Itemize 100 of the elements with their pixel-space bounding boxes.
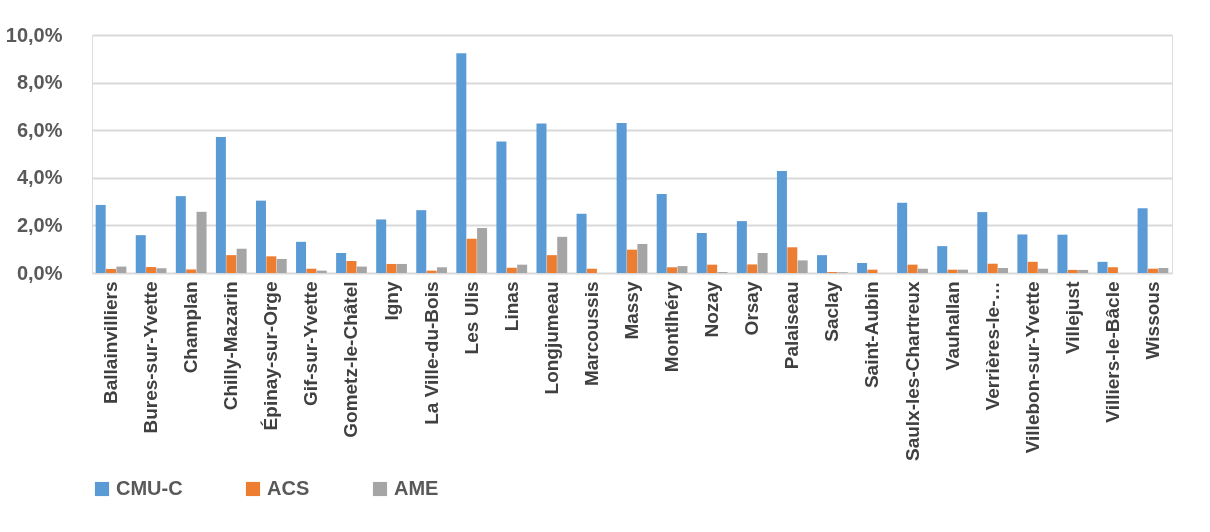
bar xyxy=(477,228,488,273)
bar xyxy=(586,268,597,273)
bar xyxy=(787,247,798,273)
bar xyxy=(506,267,517,273)
bar xyxy=(817,255,828,273)
bar xyxy=(226,255,237,273)
bar xyxy=(416,210,427,273)
bar xyxy=(917,268,928,273)
x-tick-label: Montlhéry xyxy=(661,281,683,373)
bar xyxy=(667,267,678,273)
bar xyxy=(536,123,547,273)
bar xyxy=(637,243,648,273)
bar xyxy=(696,233,707,273)
x-tick-label: La Ville-du-Bois xyxy=(420,281,442,425)
legend-label: ACS xyxy=(267,477,310,499)
bar xyxy=(1027,261,1038,273)
bar xyxy=(1158,268,1169,273)
bar xyxy=(957,269,968,273)
bar xyxy=(897,202,908,273)
x-tick-label: Verrières-le-… xyxy=(981,281,1003,411)
legend-label: AME xyxy=(394,477,439,499)
bar xyxy=(907,264,918,273)
bar xyxy=(1038,268,1049,273)
bar xyxy=(1137,208,1148,273)
x-tick-label: Épinay-sur-Orge xyxy=(260,281,282,431)
bar xyxy=(947,269,958,273)
x-tick-label: Bures-sur-Yvette xyxy=(140,281,162,434)
x-tick-label: Gometz-le-Châtel xyxy=(340,281,362,438)
bar xyxy=(346,261,357,273)
bar xyxy=(236,248,247,273)
bar xyxy=(616,123,627,273)
bar xyxy=(356,266,367,273)
bar xyxy=(95,204,106,273)
bar xyxy=(146,267,157,273)
bar xyxy=(776,170,787,273)
bar xyxy=(736,221,747,273)
bar xyxy=(456,53,467,273)
bar xyxy=(517,264,528,273)
bar xyxy=(1067,269,1078,273)
bar xyxy=(576,213,587,273)
bar xyxy=(255,200,266,273)
x-tick-label: Villejust xyxy=(1061,280,1083,355)
x-tick-label: Palaiseau xyxy=(781,281,803,370)
bar xyxy=(106,268,117,273)
y-tick-label: 6,0% xyxy=(16,118,63,141)
bar xyxy=(757,253,768,273)
bar xyxy=(1107,267,1118,273)
x-tick-label: Champlan xyxy=(180,281,202,374)
bar xyxy=(1097,261,1108,273)
bar xyxy=(306,268,317,273)
x-tick-label: Longjumeau xyxy=(540,281,562,395)
bar xyxy=(797,260,808,273)
x-tick-label: Ballainvilliers xyxy=(100,281,122,405)
bar xyxy=(977,212,988,273)
bar xyxy=(496,141,507,273)
bar xyxy=(1147,268,1158,273)
x-tick-label: Vauhallan xyxy=(941,281,963,371)
bar xyxy=(677,266,688,273)
bar xyxy=(156,268,167,273)
bar xyxy=(987,263,998,273)
bar xyxy=(296,241,307,273)
x-tick-label: Marcoussis xyxy=(580,281,602,387)
y-tick-label: 0,0% xyxy=(16,261,63,284)
x-tick-label: Wissous xyxy=(1141,281,1163,360)
bar xyxy=(386,263,397,273)
bar xyxy=(937,246,948,273)
x-tick-label: Gif-sur-Yvette xyxy=(300,281,322,407)
bar xyxy=(546,255,557,273)
y-tick-label: 8,0% xyxy=(16,71,63,94)
legend-label: CMU-C xyxy=(116,477,183,499)
x-tick-label: Saclay xyxy=(821,281,843,342)
x-tick-label: Orsay xyxy=(741,281,763,336)
x-tick-label: Massy xyxy=(621,281,642,340)
x-tick-label: Les Ulis xyxy=(460,281,482,355)
bar xyxy=(175,196,186,273)
x-tick-label: Linas xyxy=(500,281,522,332)
x-tick-label: Villiers-le-Bâcle xyxy=(1101,281,1123,423)
bar xyxy=(656,193,667,273)
x-tick-label: Igny xyxy=(380,281,402,321)
bar xyxy=(627,249,637,273)
bar xyxy=(276,258,287,273)
x-tick-label: Saint-Aubin xyxy=(861,281,883,389)
bar xyxy=(266,256,277,273)
bar xyxy=(196,211,207,273)
x-tick-label: Chilly-Mazarin xyxy=(220,281,242,411)
bar xyxy=(116,266,127,273)
bar xyxy=(1078,269,1089,273)
x-tick-label: Nozay xyxy=(701,281,723,338)
bar xyxy=(1057,234,1068,273)
bar xyxy=(186,269,197,273)
x-tick-label: Saulx-les-Chartreux xyxy=(901,281,923,462)
bar xyxy=(135,235,146,273)
y-tick-label: 4,0% xyxy=(16,166,63,189)
bar xyxy=(436,267,447,273)
bar xyxy=(867,269,878,273)
y-tick-label: 10,0% xyxy=(5,23,63,46)
bar xyxy=(707,264,718,273)
bar xyxy=(998,268,1009,273)
x-tick-label: Villebon-sur-Yvette xyxy=(1021,281,1043,454)
bar xyxy=(747,264,758,273)
